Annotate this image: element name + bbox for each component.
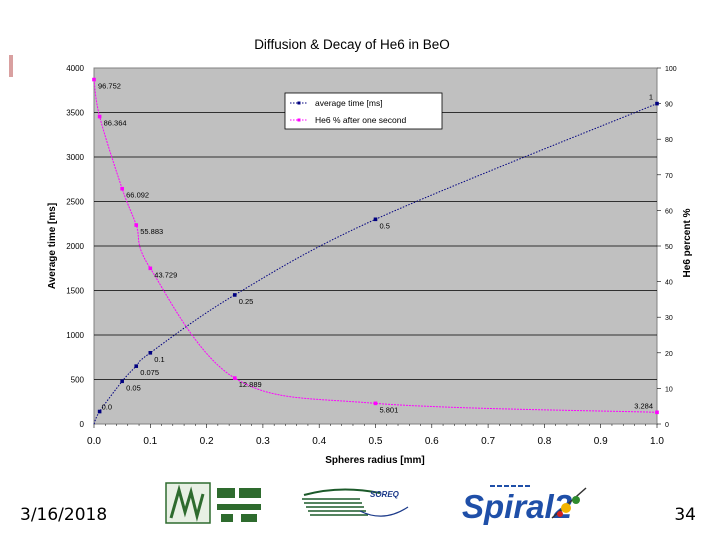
series-2-data-label: 3.284 <box>634 401 653 410</box>
series-points <box>92 77 659 415</box>
series-2-point <box>232 376 237 380</box>
series-1-data-label: 0.5 <box>380 221 390 230</box>
y-tick-label: 0 <box>80 420 85 429</box>
y-tick-label: 3000 <box>66 153 84 162</box>
x-tick-label: 0.3 <box>256 436 270 447</box>
series-1-data-label: 1 <box>649 93 653 102</box>
y-axis-ticks: 0 500 1000 1500 2000 2500 3000 3500 4000 <box>66 64 84 429</box>
series-1-point <box>120 379 124 384</box>
spiral2-logo: Spiral2 <box>462 485 587 525</box>
legend-marker-series-1 <box>297 101 301 105</box>
legend-marker-series-2 <box>297 118 301 122</box>
series-line-2 <box>93 79 658 413</box>
legend-label-series-1: average time [ms] <box>315 98 383 108</box>
y-tick-label: 2500 <box>66 198 84 207</box>
y2-tick-label: 0 <box>665 422 669 429</box>
spiral2-logo-text: Spiral2 <box>462 488 573 525</box>
series-line-1 <box>93 103 658 425</box>
y-tick-label: 3500 <box>66 109 84 118</box>
y2-axis-label: He6 percent % <box>682 208 693 277</box>
series-2-point <box>148 266 153 271</box>
series-1-data-label: 0.1 <box>154 355 164 364</box>
series-2-point <box>373 401 378 406</box>
slide-date: 3/16/2018 <box>20 505 108 525</box>
y2-tick-label: 100 <box>665 66 677 73</box>
x-tick-label: 0.2 <box>200 436 214 447</box>
x-tick-label: 0.8 <box>537 436 551 447</box>
x-tick-label: 0.4 <box>312 436 326 447</box>
soreq-logo-text: SOREQ <box>370 490 400 499</box>
series-2-data-label: 66.092 <box>126 191 149 200</box>
series-1-data-label: 0.0 <box>102 403 112 412</box>
series-1-point <box>232 293 237 297</box>
series-2-point <box>120 186 124 191</box>
y-tick-label: 4000 <box>66 64 84 73</box>
y-tick-label: 1500 <box>66 287 84 296</box>
point-labels: 0.0 0.05 0.075 0.1 0.25 0.5 1 96.752 86.364 66.09… <box>98 82 653 415</box>
series-1-point <box>97 409 102 414</box>
series-2-data-label: 5.801 <box>380 405 399 414</box>
x-tick-label: 1.0 <box>650 436 664 447</box>
legend-label-series-2: He6 % after one second <box>315 115 406 125</box>
x-tick-label: 0.7 <box>481 436 495 447</box>
slide-page-number: 34 <box>674 505 696 525</box>
x-axis-label: Spheres radius [mm] <box>325 455 424 466</box>
ganil-logo <box>165 482 261 524</box>
series-2-point <box>655 410 659 415</box>
y2-tick-label: 50 <box>665 244 673 251</box>
y-tick-label: 1000 <box>66 331 84 340</box>
y2-tick-label: 30 <box>665 315 673 322</box>
x-tick-label: 0.5 <box>369 436 383 447</box>
series-1-data-label: 0.05 <box>126 383 141 392</box>
series-1-point <box>373 217 378 222</box>
y2-tick-label: 20 <box>665 351 673 358</box>
y2-tick-label: 80 <box>665 137 673 144</box>
legend: average time [ms] He6 % after one second <box>284 92 443 130</box>
series-1-data-label: 0.075 <box>140 368 159 377</box>
series-2-data-label: 55.883 <box>140 227 163 236</box>
x-axis-ticks: 0.0 0.1 0.2 0.3 0.4 0.5 0.6 0.7 0.8 0.9 1.0 <box>87 424 664 447</box>
series-1-point <box>655 101 659 106</box>
y-axis-label: Average time [ms] <box>47 203 58 289</box>
y2-axis-ticks: 0 10 20 30 40 50 60 70 80 90 100 <box>657 66 677 429</box>
diffusion-decay-chart: Diffusion & Decay of He6 in BeO 05001000… <box>47 37 693 466</box>
series-lines <box>93 79 658 425</box>
slide-accent-mark <box>9 55 13 77</box>
x-tick-label: 0.9 <box>594 436 608 447</box>
series-1-data-label: 0.25 <box>239 297 254 306</box>
series-2-point <box>97 114 102 119</box>
y2-tick-label: 90 <box>665 102 673 109</box>
series-2-data-label: 86.364 <box>104 119 127 128</box>
y2-tick-label: 40 <box>665 280 673 287</box>
y2-tick-label: 70 <box>665 173 673 180</box>
soreq-logo: SOREQ <box>302 488 409 517</box>
series-1-point <box>134 364 139 368</box>
x-tick-label: 0.0 <box>87 436 101 447</box>
series-2-point <box>134 223 139 227</box>
y2-tick-label: 10 <box>665 386 673 393</box>
x-tick-label: 0.1 <box>143 436 157 447</box>
y2-tick-label: 60 <box>665 208 673 215</box>
series-2-data-label: 12.889 <box>239 380 262 389</box>
legend-box <box>284 92 443 130</box>
series-1-point <box>148 351 153 355</box>
y-tick-label: 2000 <box>66 242 84 251</box>
series-2-point <box>92 77 96 82</box>
chart-title: Diffusion & Decay of He6 in BeO <box>254 37 450 52</box>
x-tick-label: 0.6 <box>425 436 439 447</box>
series-2-data-label: 43.729 <box>154 270 177 279</box>
y-tick-label: 500 <box>71 376 85 385</box>
series-2-data-label: 96.752 <box>98 82 121 91</box>
